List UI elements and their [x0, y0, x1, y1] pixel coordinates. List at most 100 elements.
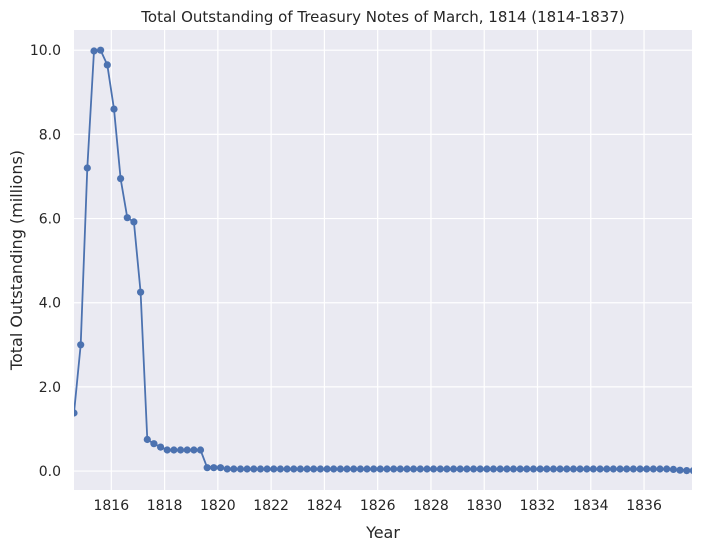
y-gridlines — [74, 49, 692, 472]
data-point — [376, 465, 384, 473]
y-tick-label: 6.0 — [39, 212, 61, 228]
x-gridlines — [110, 30, 645, 490]
x-tick-label: 1832 — [520, 498, 556, 514]
data-point — [303, 465, 311, 473]
data-point — [629, 465, 638, 473]
data-point — [456, 465, 464, 473]
data-point — [683, 467, 691, 475]
data-point — [283, 465, 291, 473]
data-point — [330, 465, 338, 473]
data-point — [296, 465, 304, 473]
data-point — [689, 467, 692, 474]
data-point — [150, 440, 158, 448]
data-point — [137, 288, 145, 296]
data-point — [190, 446, 198, 454]
x-tick-label: 1830 — [466, 498, 502, 514]
data-point — [83, 164, 91, 172]
data-point — [123, 214, 131, 222]
data-point — [416, 465, 424, 473]
y-tick-label: 4.0 — [39, 296, 61, 312]
data-point — [203, 464, 211, 472]
y-tick-labels: 0.0 2.0 4.0 6.0 8.0 10.0 — [30, 43, 61, 480]
data-point — [163, 446, 171, 454]
data-point — [656, 465, 664, 473]
data-point — [323, 465, 331, 473]
data-point — [183, 446, 191, 454]
x-tick-label: 1820 — [200, 498, 236, 514]
data-point — [676, 466, 684, 474]
data-point — [616, 465, 624, 473]
data-point — [103, 61, 111, 69]
data-point — [569, 465, 578, 473]
data-point — [609, 465, 618, 473]
data-point — [503, 465, 511, 473]
data-point — [589, 465, 598, 473]
data-point — [290, 465, 298, 473]
x-tick-label: 1822 — [253, 498, 289, 514]
data-point — [476, 465, 484, 473]
data-point — [117, 175, 125, 183]
data-point — [230, 465, 238, 473]
data-point — [370, 465, 378, 473]
data-point — [596, 465, 604, 473]
data-point — [270, 465, 278, 473]
data-point — [543, 465, 551, 473]
data-point — [489, 465, 498, 473]
y-axis-label: Total Outstanding (millions) — [7, 150, 26, 371]
data-point — [310, 465, 318, 473]
data-point — [263, 465, 271, 473]
data-point — [463, 465, 471, 473]
chart-title: Total Outstanding of Treasury Notes of M… — [140, 8, 624, 26]
data-point — [143, 435, 151, 444]
data-point — [436, 465, 444, 473]
x-tick-label: 1836 — [626, 498, 662, 514]
plot-area — [74, 30, 692, 490]
x-tick-label: 1816 — [93, 498, 129, 514]
series-layer — [74, 46, 692, 475]
data-point — [170, 446, 178, 454]
data-point — [97, 46, 105, 54]
data-point — [236, 465, 245, 473]
data-point — [649, 465, 658, 473]
data-point — [216, 464, 225, 472]
data-point — [110, 105, 118, 113]
data-point — [643, 465, 651, 473]
data-point — [210, 464, 218, 472]
data-point — [443, 465, 451, 473]
data-point — [316, 465, 324, 473]
y-tick-label: 0.0 — [39, 464, 61, 480]
data-point — [276, 465, 284, 473]
y-tick-label: 10.0 — [30, 43, 61, 59]
data-point — [130, 218, 138, 226]
data-point — [423, 465, 431, 473]
x-tick-label: 1824 — [307, 498, 343, 514]
data-point — [576, 465, 584, 473]
data-point — [403, 465, 411, 473]
data-point — [470, 465, 478, 473]
data-point — [523, 465, 531, 473]
x-tick-labels: 1816 1818 1820 1822 1824 1826 1828 1830 1832 1834… — [93, 498, 661, 514]
data-point — [623, 465, 631, 473]
data-point — [556, 465, 564, 473]
data-point — [430, 465, 438, 473]
x-axis-label: Year — [365, 523, 400, 542]
data-point — [516, 465, 524, 473]
data-point — [563, 465, 571, 473]
data-point — [636, 465, 644, 473]
x-tick-label: 1828 — [413, 498, 449, 514]
data-point — [256, 465, 265, 473]
data-point — [350, 465, 358, 473]
data-point — [669, 465, 678, 473]
data-point — [396, 465, 404, 473]
data-point — [74, 409, 78, 417]
data-point — [243, 465, 251, 473]
data-point — [509, 465, 518, 473]
y-tick-label: 8.0 — [39, 127, 61, 143]
data-point — [410, 465, 418, 473]
data-point — [363, 465, 371, 473]
data-point — [383, 465, 391, 473]
data-point — [196, 446, 205, 454]
data-point — [529, 465, 538, 473]
data-point — [77, 341, 85, 349]
data-point — [483, 465, 491, 473]
